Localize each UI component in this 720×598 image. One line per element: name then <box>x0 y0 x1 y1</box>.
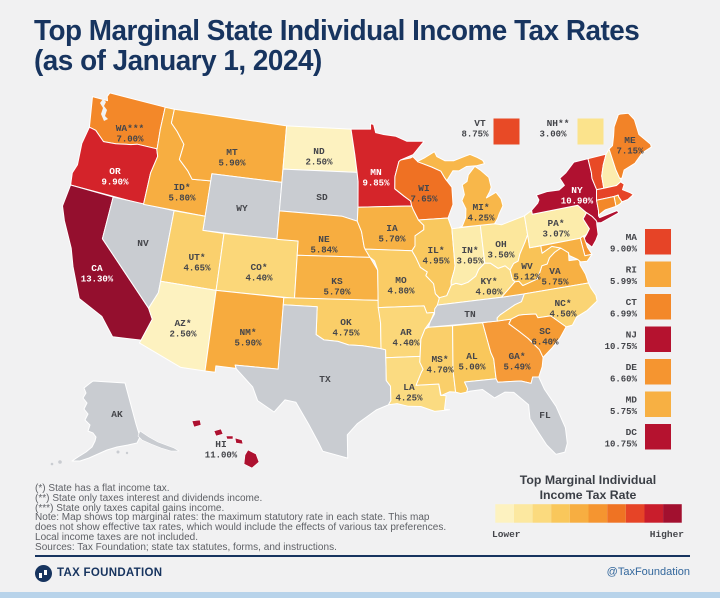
svg-text:PA*: PA* <box>547 218 564 229</box>
svg-text:KS: KS <box>331 276 343 287</box>
svg-text:SC: SC <box>539 326 551 337</box>
svg-text:4.65%: 4.65% <box>183 263 211 273</box>
svg-text:4.95%: 4.95% <box>422 256 450 266</box>
svg-text:MA: MA <box>626 232 638 243</box>
svg-text:7.15%: 7.15% <box>616 146 644 156</box>
svg-text:HI: HI <box>215 439 226 450</box>
svg-text:5.90%: 5.90% <box>218 158 246 168</box>
svg-text:4.75%: 4.75% <box>332 328 360 338</box>
svg-text:2.50%: 2.50% <box>305 157 333 167</box>
svg-text:TN: TN <box>464 309 476 320</box>
svg-text:5.75%: 5.75% <box>541 277 569 287</box>
svg-text:10.90%: 10.90% <box>561 196 594 206</box>
svg-text:5.00%: 5.00% <box>458 362 486 372</box>
svg-text:5.49%: 5.49% <box>503 362 531 372</box>
svg-text:GA*: GA* <box>508 351 525 362</box>
svg-text:3.00%: 3.00% <box>539 130 567 140</box>
svg-text:2.50%: 2.50% <box>169 329 197 339</box>
svg-text:NH**: NH** <box>547 118 570 129</box>
svg-text:10.75%: 10.75% <box>605 440 638 450</box>
svg-text:13.30%: 13.30% <box>81 274 114 284</box>
svg-text:ND: ND <box>313 146 325 157</box>
svg-text:5.80%: 5.80% <box>168 193 196 203</box>
svg-text:WA***: WA*** <box>116 123 145 134</box>
svg-text:6.40%: 6.40% <box>531 337 559 347</box>
svg-text:LA: LA <box>403 382 415 393</box>
svg-text:KY*: KY* <box>480 276 497 287</box>
svg-text:10.75%: 10.75% <box>605 342 638 352</box>
svg-text:WY: WY <box>236 203 248 214</box>
svg-text:6.60%: 6.60% <box>610 375 638 385</box>
svg-text:5.12%: 5.12% <box>513 272 541 282</box>
svg-text:6.99%: 6.99% <box>610 310 638 320</box>
svg-text:VA: VA <box>549 266 561 277</box>
svg-text:CA: CA <box>91 263 103 274</box>
svg-text:Higher: Higher <box>650 529 685 540</box>
svg-text:4.80%: 4.80% <box>387 286 415 296</box>
svg-text:8.75%: 8.75% <box>461 130 489 140</box>
svg-text:5.70%: 5.70% <box>378 234 406 244</box>
svg-text:AR: AR <box>400 327 412 338</box>
svg-text:NC*: NC* <box>554 298 571 309</box>
svg-text:AK: AK <box>111 409 123 420</box>
svg-text:IL*: IL* <box>427 245 444 256</box>
svg-text:ME: ME <box>624 135 636 146</box>
svg-text:SD: SD <box>316 192 328 203</box>
svg-text:FL: FL <box>539 410 551 421</box>
svg-text:3.50%: 3.50% <box>487 250 515 260</box>
svg-text:MN: MN <box>370 167 382 178</box>
svg-text:Income Tax Rate: Income Tax Rate <box>540 488 637 502</box>
svg-text:MS*: MS* <box>431 354 448 365</box>
svg-text:4.25%: 4.25% <box>395 393 423 403</box>
svg-text:5.90%: 5.90% <box>234 338 262 348</box>
svg-text:3.07%: 3.07% <box>542 229 570 239</box>
svg-text:IN*: IN* <box>461 245 478 256</box>
svg-text:4.70%: 4.70% <box>426 365 454 375</box>
svg-text:WV: WV <box>521 261 533 272</box>
svg-text:4.40%: 4.40% <box>392 338 420 348</box>
svg-text:9.00%: 9.00% <box>610 245 638 255</box>
svg-text:Lower: Lower <box>492 529 521 540</box>
svg-text:AL: AL <box>466 351 478 362</box>
svg-text:4.50%: 4.50% <box>549 309 577 319</box>
svg-text:NV: NV <box>137 238 149 249</box>
svg-text:MD: MD <box>626 395 638 406</box>
svg-text:9.90%: 9.90% <box>101 177 129 187</box>
svg-text:OR: OR <box>109 166 121 177</box>
svg-text:NM*: NM* <box>239 327 256 338</box>
svg-text:9.85%: 9.85% <box>362 178 390 188</box>
svg-text:DE: DE <box>626 362 638 373</box>
svg-text:TX: TX <box>319 374 331 385</box>
svg-text:7.65%: 7.65% <box>410 194 438 204</box>
svg-text:CO*: CO* <box>250 262 267 273</box>
svg-text:VT: VT <box>474 118 486 129</box>
svg-text:MT: MT <box>226 147 238 158</box>
svg-text:NE: NE <box>318 234 330 245</box>
svg-text:4.25%: 4.25% <box>467 213 495 223</box>
svg-text:4.40%: 4.40% <box>245 273 273 283</box>
svg-text:ID*: ID* <box>173 182 190 193</box>
svg-text:UT*: UT* <box>188 252 205 263</box>
svg-text:OH: OH <box>495 239 507 250</box>
svg-text:5.75%: 5.75% <box>610 407 638 417</box>
svg-text:NY: NY <box>571 185 583 196</box>
svg-text:5.70%: 5.70% <box>323 287 351 297</box>
svg-text:DC: DC <box>626 427 638 438</box>
svg-text:5.99%: 5.99% <box>610 277 638 287</box>
svg-text:AZ*: AZ* <box>174 318 191 329</box>
svg-text:11.00%: 11.00% <box>205 450 238 460</box>
svg-text:MO: MO <box>395 275 407 286</box>
svg-text:5.84%: 5.84% <box>310 245 338 255</box>
svg-text:CT: CT <box>626 297 638 308</box>
svg-text:3.05%: 3.05% <box>456 256 484 266</box>
svg-text:NJ: NJ <box>626 330 637 341</box>
svg-text:7.00%: 7.00% <box>116 134 144 144</box>
svg-text:OK: OK <box>340 317 352 328</box>
svg-text:4.00%: 4.00% <box>475 287 503 297</box>
svg-text:WI: WI <box>418 183 429 194</box>
svg-text:IA: IA <box>386 223 398 234</box>
svg-text:RI: RI <box>626 265 637 276</box>
svg-text:Top Marginal Individual: Top Marginal Individual <box>520 473 656 487</box>
svg-text:MI*: MI* <box>472 202 489 213</box>
